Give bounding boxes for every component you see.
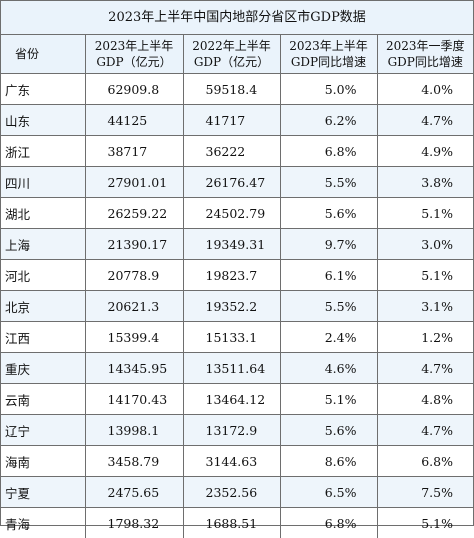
province-cell: 广东 bbox=[1, 74, 85, 105]
gdp-2022h1-cell: 41717 bbox=[183, 105, 280, 136]
gdp-2023h1-cell: 27901.01 bbox=[85, 167, 183, 198]
column-header-gdp-2022h1: 2022年上半年GDP（亿元） bbox=[183, 35, 280, 74]
growth-2023q1-cell: 3.8% bbox=[377, 167, 473, 198]
gdp-2023h1-cell: 38717 bbox=[85, 136, 183, 167]
table-row: 云南 14170.43 13464.12 5.1% 4.8% bbox=[1, 384, 473, 415]
growth-2023q1-cell: 4.7% bbox=[377, 105, 473, 136]
gdp-2023h1-cell: 13998.1 bbox=[85, 415, 183, 446]
gdp-data-table-sheet: 2023年上半年中国内地部分省区市GDP数据 省份 2023年上半年GDP（亿元… bbox=[0, 0, 474, 526]
growth-2023h1-cell: 6.2% bbox=[280, 105, 377, 136]
table-row: 青海 1798.32 1688.51 6.8% 5.1% bbox=[1, 508, 473, 538]
province-cell: 云南 bbox=[1, 384, 85, 415]
table-row: 江西 15399.4 15133.1 2.4% 1.2% bbox=[1, 322, 473, 353]
growth-2023h1-cell: 4.6% bbox=[280, 353, 377, 384]
table-row: 四川 27901.01 26176.47 5.5% 3.8% bbox=[1, 167, 473, 198]
growth-2023q1-cell: 5.1% bbox=[377, 508, 473, 538]
gdp-2022h1-cell: 19349.31 bbox=[183, 229, 280, 260]
gdp-2023h1-cell: 26259.22 bbox=[85, 198, 183, 229]
table-row: 上海 21390.17 19349.31 9.7% 3.0% bbox=[1, 229, 473, 260]
growth-2023q1-cell: 6.8% bbox=[377, 446, 473, 477]
table-row: 北京 20621.3 19352.2 5.5% 3.1% bbox=[1, 291, 473, 322]
province-cell: 河北 bbox=[1, 260, 85, 291]
gdp-2022h1-cell: 19352.2 bbox=[183, 291, 280, 322]
growth-2023h1-cell: 6.8% bbox=[280, 136, 377, 167]
growth-2023q1-cell: 5.1% bbox=[377, 198, 473, 229]
column-header-growth-2023q1: 2023年一季度GDP同比增速 bbox=[377, 35, 473, 74]
gdp-2023h1-cell: 44125 bbox=[85, 105, 183, 136]
gdp-2023h1-cell: 15399.4 bbox=[85, 322, 183, 353]
gdp-2023h1-cell: 21390.17 bbox=[85, 229, 183, 260]
growth-2023h1-cell: 2.4% bbox=[280, 322, 377, 353]
province-cell: 上海 bbox=[1, 229, 85, 260]
growth-2023h1-cell: 5.6% bbox=[280, 198, 377, 229]
gdp-2022h1-cell: 15133.1 bbox=[183, 322, 280, 353]
gdp-2023h1-cell: 20621.3 bbox=[85, 291, 183, 322]
gdp-2022h1-cell: 2352.56 bbox=[183, 477, 280, 508]
growth-2023h1-cell: 5.6% bbox=[280, 415, 377, 446]
growth-2023h1-cell: 5.1% bbox=[280, 384, 377, 415]
table-row: 辽宁 13998.1 13172.9 5.6% 4.7% bbox=[1, 415, 473, 446]
province-cell: 江西 bbox=[1, 322, 85, 353]
gdp-2022h1-cell: 24502.79 bbox=[183, 198, 280, 229]
column-header-gdp-2023h1: 2023年上半年GDP（亿元） bbox=[85, 35, 183, 74]
province-cell: 辽宁 bbox=[1, 415, 85, 446]
growth-2023q1-cell: 1.2% bbox=[377, 322, 473, 353]
gdp-2023h1-cell: 14345.95 bbox=[85, 353, 183, 384]
table-row: 浙江 38717 36222 6.8% 4.9% bbox=[1, 136, 473, 167]
gdp-2022h1-cell: 13511.64 bbox=[183, 353, 280, 384]
gdp-2023h1-cell: 2475.65 bbox=[85, 477, 183, 508]
growth-2023h1-cell: 5.5% bbox=[280, 291, 377, 322]
growth-2023q1-cell: 4.9% bbox=[377, 136, 473, 167]
table-row: 重庆 14345.95 13511.64 4.6% 4.7% bbox=[1, 353, 473, 384]
table-row: 宁夏 2475.65 2352.56 6.5% 7.5% bbox=[1, 477, 473, 508]
gdp-2022h1-cell: 36222 bbox=[183, 136, 280, 167]
growth-2023h1-cell: 9.7% bbox=[280, 229, 377, 260]
header-row: 省份 2023年上半年GDP（亿元） 2022年上半年GDP（亿元） 2023年… bbox=[1, 35, 473, 74]
gdp-2023h1-cell: 62909.8 bbox=[85, 74, 183, 105]
table-row: 山东 44125 41717 6.2% 4.7% bbox=[1, 105, 473, 136]
province-cell: 宁夏 bbox=[1, 477, 85, 508]
growth-2023q1-cell: 3.1% bbox=[377, 291, 473, 322]
growth-2023h1-cell: 5.0% bbox=[280, 74, 377, 105]
table-row: 河北 20778.9 19823.7 6.1% 5.1% bbox=[1, 260, 473, 291]
column-header-province: 省份 bbox=[1, 35, 85, 74]
growth-2023q1-cell: 4.8% bbox=[377, 384, 473, 415]
growth-2023q1-cell: 4.7% bbox=[377, 353, 473, 384]
growth-2023q1-cell: 7.5% bbox=[377, 477, 473, 508]
province-cell: 四川 bbox=[1, 167, 85, 198]
province-cell: 北京 bbox=[1, 291, 85, 322]
gdp-2022h1-cell: 26176.47 bbox=[183, 167, 280, 198]
gdp-2022h1-cell: 13464.12 bbox=[183, 384, 280, 415]
gdp-2022h1-cell: 59518.4 bbox=[183, 74, 280, 105]
gdp-2023h1-cell: 3458.79 bbox=[85, 446, 183, 477]
province-cell: 山东 bbox=[1, 105, 85, 136]
table-row: 海南 3458.79 3144.63 8.6% 6.8% bbox=[1, 446, 473, 477]
province-cell: 青海 bbox=[1, 508, 85, 538]
growth-2023q1-cell: 3.0% bbox=[377, 229, 473, 260]
growth-2023h1-cell: 6.5% bbox=[280, 477, 377, 508]
province-cell: 浙江 bbox=[1, 136, 85, 167]
growth-2023q1-cell: 4.0% bbox=[377, 74, 473, 105]
growth-2023h1-cell: 6.8% bbox=[280, 508, 377, 538]
gdp-2022h1-cell: 19823.7 bbox=[183, 260, 280, 291]
table-row: 湖北 26259.22 24502.79 5.6% 5.1% bbox=[1, 198, 473, 229]
gdp-2022h1-cell: 13172.9 bbox=[183, 415, 280, 446]
province-cell: 重庆 bbox=[1, 353, 85, 384]
growth-2023h1-cell: 6.1% bbox=[280, 260, 377, 291]
gdp-2023h1-cell: 20778.9 bbox=[85, 260, 183, 291]
province-cell: 海南 bbox=[1, 446, 85, 477]
growth-2023q1-cell: 4.7% bbox=[377, 415, 473, 446]
gdp-2023h1-cell: 1798.32 bbox=[85, 508, 183, 538]
table-row: 广东 62909.8 59518.4 5.0% 4.0% bbox=[1, 74, 473, 105]
province-cell: 湖北 bbox=[1, 198, 85, 229]
gdp-table: 省份 2023年上半年GDP（亿元） 2022年上半年GDP（亿元） 2023年… bbox=[1, 35, 473, 538]
gdp-2022h1-cell: 3144.63 bbox=[183, 446, 280, 477]
growth-2023h1-cell: 8.6% bbox=[280, 446, 377, 477]
table-title: 2023年上半年中国内地部分省区市GDP数据 bbox=[1, 1, 473, 35]
growth-2023q1-cell: 5.1% bbox=[377, 260, 473, 291]
column-header-growth-2023h1: 2023年上半年GDP同比增速 bbox=[280, 35, 377, 74]
gdp-2023h1-cell: 14170.43 bbox=[85, 384, 183, 415]
gdp-2022h1-cell: 1688.51 bbox=[183, 508, 280, 538]
growth-2023h1-cell: 5.5% bbox=[280, 167, 377, 198]
